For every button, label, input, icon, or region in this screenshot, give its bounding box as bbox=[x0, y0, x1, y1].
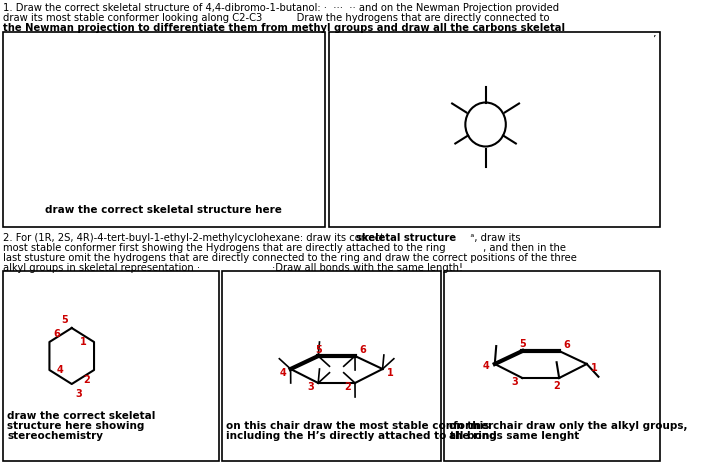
FancyBboxPatch shape bbox=[329, 32, 660, 227]
FancyBboxPatch shape bbox=[3, 32, 324, 227]
Text: 2: 2 bbox=[344, 382, 351, 392]
Text: 3: 3 bbox=[76, 389, 82, 399]
FancyBboxPatch shape bbox=[3, 271, 219, 461]
Text: 4: 4 bbox=[57, 365, 64, 375]
Text: on this chair draw the most stable conformer: on this chair draw the most stable confo… bbox=[226, 421, 493, 431]
Text: skeletal structure: skeletal structure bbox=[356, 233, 456, 243]
Text: most stable conformer first showing the Hydrogens that are directly attached to : most stable conformer first showing the … bbox=[3, 243, 566, 253]
Text: last stusture omit the hydrogens that are directly connected to the ring and dra: last stusture omit the hydrogens that ar… bbox=[3, 253, 577, 263]
Text: alkyl groups in skeletal representation ·                       ·Draw all bonds : alkyl groups in skeletal representation … bbox=[3, 263, 463, 273]
Text: 5: 5 bbox=[519, 339, 526, 349]
Text: 6: 6 bbox=[359, 345, 366, 355]
Text: 3: 3 bbox=[307, 382, 314, 392]
Text: 1: 1 bbox=[79, 337, 87, 347]
Text: draw the correct skeletal: draw the correct skeletal bbox=[7, 411, 156, 421]
Text: 6: 6 bbox=[563, 340, 570, 350]
Text: 4: 4 bbox=[280, 368, 287, 378]
Text: all bonds same lenght: all bonds same lenght bbox=[448, 431, 579, 441]
Text: stereochemistry: stereochemistry bbox=[7, 431, 103, 441]
Text: 2: 2 bbox=[84, 375, 90, 385]
Text: on this chair draw only the alkyl groups,: on this chair draw only the alkyl groups… bbox=[448, 421, 687, 431]
Text: 2: 2 bbox=[553, 381, 559, 391]
Text: structure here showing: structure here showing bbox=[7, 421, 145, 431]
Text: including the H’s directly attached to the ring: including the H’s directly attached to t… bbox=[226, 431, 497, 441]
FancyBboxPatch shape bbox=[221, 271, 441, 461]
Text: 1: 1 bbox=[386, 368, 394, 378]
Text: 1: 1 bbox=[590, 363, 598, 373]
Text: 5: 5 bbox=[315, 345, 322, 355]
Text: draw its most stable conformer looking along C2-C3           Draw the hydrogens : draw its most stable conformer looking a… bbox=[3, 13, 549, 23]
Text: 6: 6 bbox=[53, 329, 60, 339]
FancyBboxPatch shape bbox=[444, 271, 660, 461]
Text: 4: 4 bbox=[482, 361, 489, 371]
Text: 2. For (1R, 2S, 4R)-4-tert-buyl-1-ethyl-2-methylcyclohexane: draw its correct: 2. For (1R, 2S, 4R)-4-tert-buyl-1-ethyl-… bbox=[3, 233, 387, 243]
Text: the Newman projection to differentiate them from methyl groups and draw all the : the Newman projection to differentiate t… bbox=[3, 23, 565, 33]
Text: 3: 3 bbox=[512, 377, 518, 387]
Text: ᵃ, draw its: ᵃ, draw its bbox=[436, 233, 521, 243]
Text: 1. Draw the correct skeletal structure of 4,4-dibromo-1-butanol: ·  ···  ·· and : 1. Draw the correct skeletal structure o… bbox=[3, 3, 559, 13]
Text: 5: 5 bbox=[61, 315, 68, 325]
Text: draw the correct skeletal structure here: draw the correct skeletal structure here bbox=[45, 205, 282, 215]
Text: ’: ’ bbox=[653, 35, 655, 45]
